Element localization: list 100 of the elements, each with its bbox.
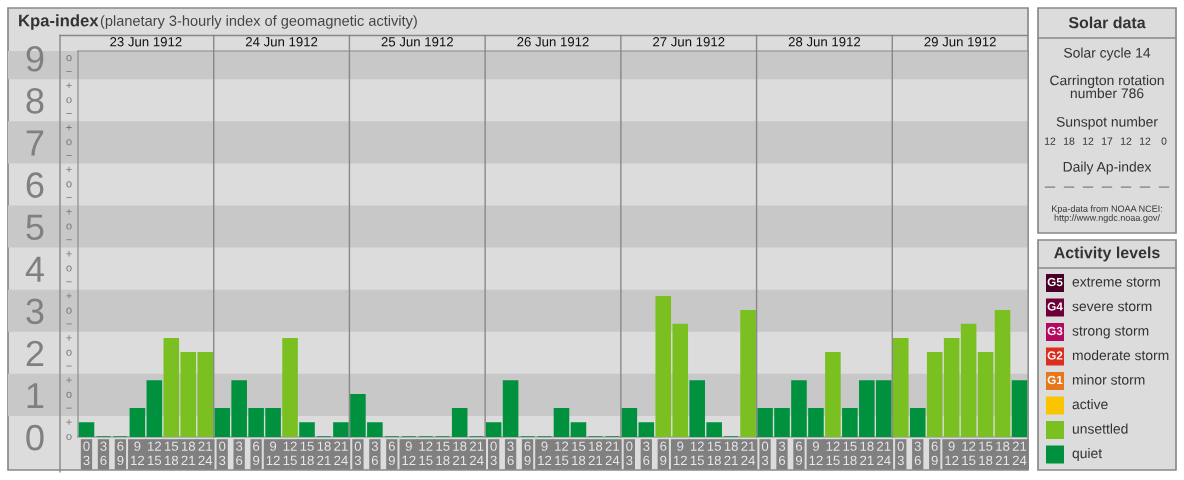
- x-tick-label: 3 6: [236, 441, 243, 466]
- x-tick-label: 0 3: [490, 441, 497, 466]
- category-label: moderate storm: [1072, 350, 1169, 361]
- x-tick-label: 18 21: [860, 441, 874, 465]
- data-label: 0: [1161, 137, 1167, 145]
- x-tick-label: 9 12: [131, 441, 145, 465]
- text: —: [1044, 186, 1056, 188]
- chart-subtitle: (planetary 3-hourly index of geomagnetic activity): [100, 15, 417, 29]
- x-tick-label: 15 18: [300, 441, 314, 466]
- x-tick-label: 15 18: [707, 441, 721, 466]
- x-tick-label: 12 15: [419, 441, 433, 466]
- x-tick-label: 21 24: [741, 441, 756, 465]
- data-label: 12: [1121, 137, 1132, 145]
- x-tick-label: 18 21: [453, 441, 467, 465]
- x-tick-label: 21 24: [605, 441, 620, 465]
- x-tick-label: 9 12: [945, 441, 959, 465]
- x-tick-label: 21 24: [1012, 441, 1027, 465]
- text: 29 Jun 1912: [924, 37, 996, 47]
- text: o: [66, 97, 72, 104]
- x-tick-label: 18 21: [995, 441, 1010, 465]
- x-tick-label: 6 9: [117, 441, 124, 466]
- text: —: [1120, 186, 1132, 188]
- text: o: [66, 181, 72, 188]
- x-tick-label: 12 15: [962, 441, 976, 466]
- category-label: severe storm: [1072, 302, 1152, 312]
- text: 26 Jun 1912: [517, 37, 589, 47]
- text: o: [66, 265, 72, 272]
- text: −: [66, 70, 72, 72]
- x-tick-label: 0 3: [626, 441, 633, 466]
- text: —: [1082, 186, 1094, 188]
- text: +: [66, 82, 72, 89]
- x-tick-label: 12 15: [148, 441, 162, 466]
- text: −: [66, 323, 72, 325]
- x-tick-label: 0 3: [219, 441, 226, 466]
- x-tick-label: 3 6: [778, 441, 786, 466]
- x-tick-label: 9 12: [266, 441, 280, 465]
- text: o: [66, 139, 72, 146]
- x-tick-label: 6 9: [388, 441, 395, 466]
- x-tick-label: 15 18: [436, 441, 450, 466]
- y-tick-label: 3: [26, 298, 44, 325]
- x-tick-label: 12 15: [690, 441, 704, 466]
- y-tick-label: 6: [26, 172, 44, 198]
- x-tick-label: 21 24: [469, 441, 484, 465]
- text: o: [66, 391, 72, 398]
- text: −: [66, 155, 72, 156]
- x-tick-label: 3 6: [371, 441, 378, 466]
- text: G1: [1047, 375, 1063, 385]
- x-tick-label: 3 6: [100, 441, 107, 466]
- text: 27 Jun 1912: [653, 37, 725, 47]
- text: Activity levels: [1054, 246, 1160, 262]
- x-tick-label: 15 18: [164, 441, 179, 466]
- text: —: [1101, 186, 1113, 188]
- data-label: 18: [1064, 137, 1075, 145]
- text: −: [66, 407, 72, 409]
- y-tick-label: 9: [26, 46, 44, 72]
- y-tick-label: 4: [25, 256, 44, 282]
- x-tick-label: 18 21: [317, 441, 331, 465]
- x-tick-label: 9 12: [538, 441, 552, 465]
- text: +: [66, 419, 72, 425]
- text: G4: [1047, 302, 1063, 311]
- text: —: [1158, 186, 1170, 188]
- x-tick-label: 6 9: [795, 441, 803, 466]
- text: +: [66, 251, 72, 257]
- category-label: active: [1072, 399, 1108, 410]
- text: 25 Jun 1912: [381, 37, 453, 47]
- x-tick-label: 21 24: [877, 441, 891, 465]
- text: +: [66, 293, 72, 299]
- x-tick-label: 0 3: [761, 441, 769, 466]
- x-tick-label: 3 6: [507, 441, 514, 466]
- text: G5: [1047, 277, 1063, 287]
- x-tick-label: 3 6: [643, 441, 650, 466]
- text: −: [66, 365, 72, 367]
- data-label: 12: [1083, 137, 1094, 145]
- text: Kpa-data from NOAA NCEI: http://www.ngdc.noaa.gov/: [1052, 205, 1162, 223]
- x-tick-label: 12 15: [283, 441, 297, 466]
- text: +: [66, 208, 72, 215]
- data-label: 12: [1045, 137, 1056, 145]
- x-tick-label: 6 9: [931, 441, 938, 466]
- x-tick-label: 12 15: [826, 441, 840, 466]
- x-tick-label: 9 12: [402, 441, 416, 465]
- text: −: [66, 239, 72, 241]
- text: o: [66, 433, 72, 440]
- category-label: quiet: [1072, 448, 1103, 461]
- text: −: [66, 197, 72, 199]
- x-tick-label: 0 3: [354, 441, 362, 466]
- text: o: [66, 307, 72, 314]
- x-tick-label: 6 9: [253, 441, 260, 466]
- data-label: 17: [1102, 137, 1113, 145]
- x-tick-label: 9 12: [809, 441, 823, 465]
- text: 23 Jun 1912: [110, 37, 182, 47]
- text: Carrington rotation number 786: [1050, 75, 1164, 99]
- text: 24 Jun 1912: [245, 37, 318, 47]
- x-tick-label: 15 18: [843, 441, 857, 466]
- data-label: 12: [1140, 137, 1151, 145]
- category-label: strong storm: [1072, 326, 1149, 339]
- text: Solar cycle 14: [1064, 47, 1151, 61]
- text: Daily Ap-index: [1063, 161, 1152, 175]
- x-tick-label: 18 21: [588, 441, 603, 465]
- x-tick-label: 18 21: [724, 441, 738, 465]
- x-tick-label: 21 24: [198, 441, 213, 465]
